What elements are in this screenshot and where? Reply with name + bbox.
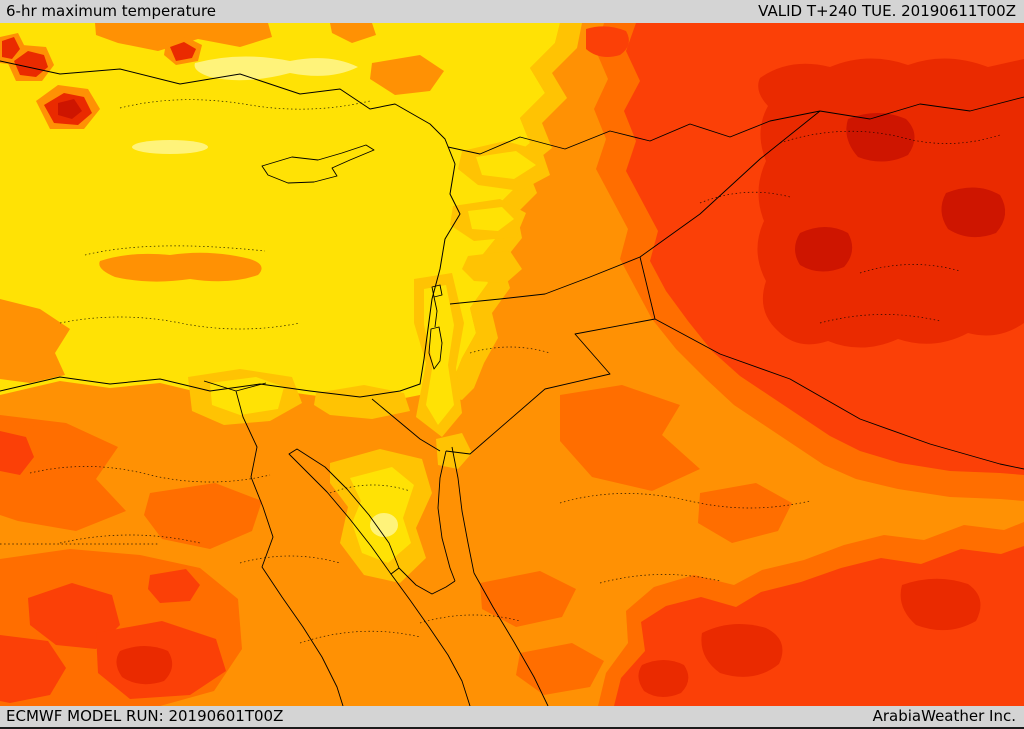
map-title: 6-hr maximum temperature xyxy=(6,2,217,20)
model-run-label: ECMWF MODEL RUN: 20190601T00Z xyxy=(6,707,284,725)
temperature-map-svg xyxy=(0,23,1024,706)
dead-sea xyxy=(428,326,443,370)
coastline xyxy=(0,60,461,398)
bottom-bar: ECMWF MODEL RUN: 20190601T00Z ArabiaWeat… xyxy=(0,706,1024,729)
red-sea-west-coast xyxy=(390,573,471,706)
nile-river xyxy=(235,390,344,706)
nile-delta-branch-east xyxy=(235,382,267,392)
rivers xyxy=(203,380,344,706)
sinai-south-coast xyxy=(398,567,456,595)
jordan-saudi-border xyxy=(445,318,656,455)
gulf-of-aqaba-east xyxy=(451,446,475,574)
iraq-saudi-border xyxy=(654,318,1024,470)
contour-lines xyxy=(0,99,1001,644)
credit-label: ArabiaWeather Inc. xyxy=(872,707,1016,725)
temperature-field xyxy=(0,23,1024,706)
gulf-of-aqaba-west xyxy=(437,450,456,582)
jordan-iraq-border xyxy=(639,256,656,320)
sea-of-galilee xyxy=(431,284,443,298)
water-bodies xyxy=(288,284,549,706)
syria-iraq-border xyxy=(639,110,821,258)
cyprus-island xyxy=(261,144,375,184)
red-sea-east-coast xyxy=(473,572,549,706)
country-borders xyxy=(371,96,1024,470)
weather-map xyxy=(0,23,1024,706)
valid-time-label: VALID T+240 TUE. 20190611T00Z xyxy=(758,2,1016,20)
egypt-israel-border xyxy=(371,398,441,452)
jordan-syria-border xyxy=(449,256,641,305)
jordan-river xyxy=(433,296,438,328)
turkey-south-border xyxy=(447,96,1024,155)
top-bar: 6-hr maximum temperature VALID T+240 TUE… xyxy=(0,0,1024,23)
nile-delta-branch-west xyxy=(203,380,237,392)
